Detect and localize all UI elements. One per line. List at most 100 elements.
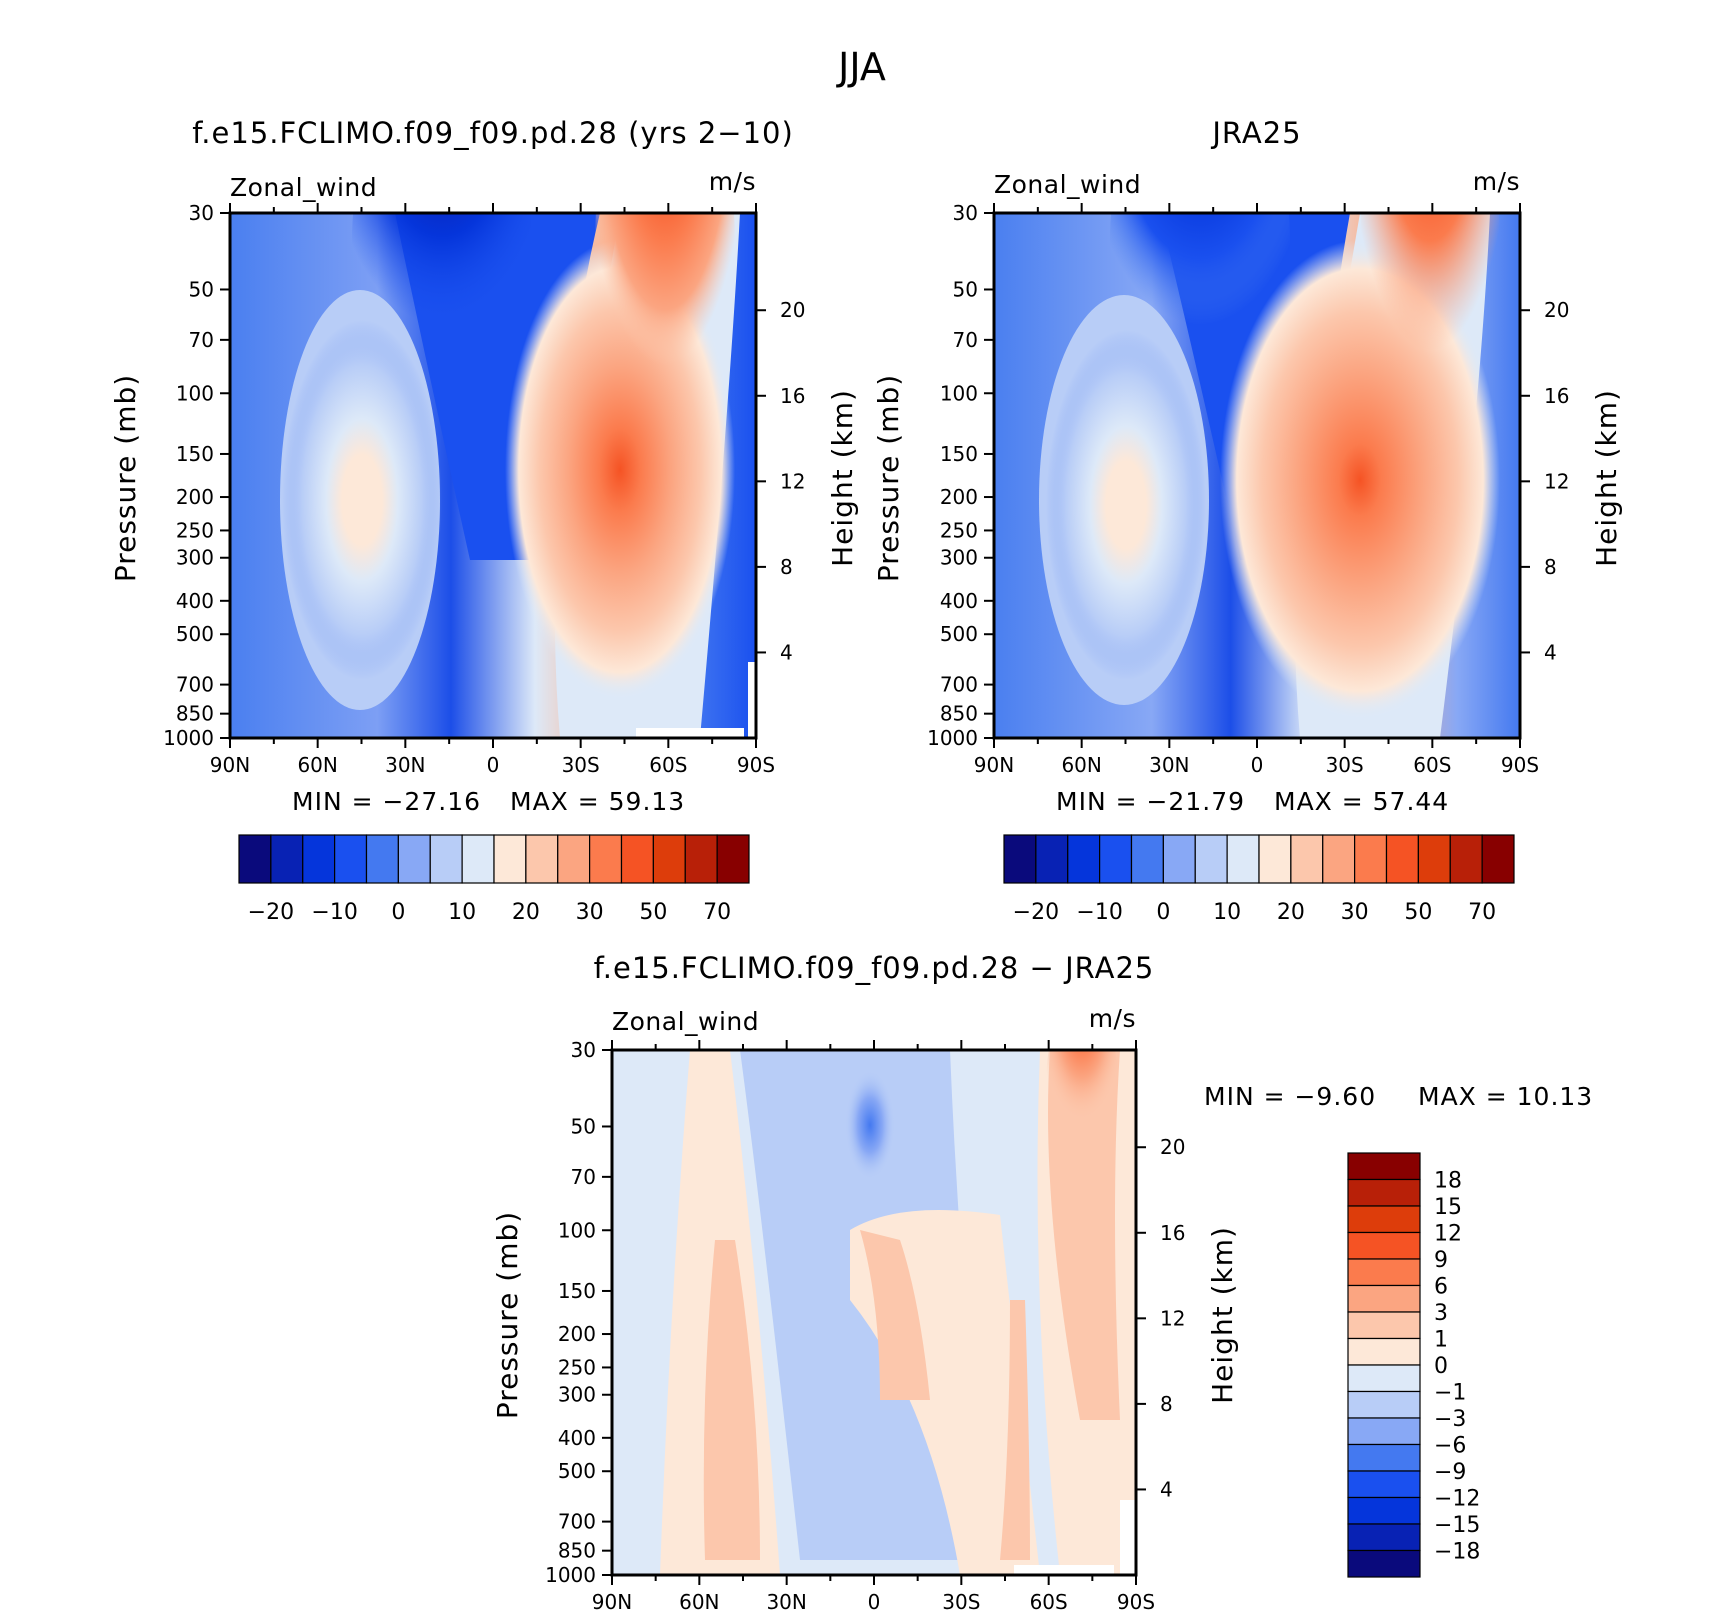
panel-model-ytick-label: 400 (176, 589, 214, 613)
panel-difference-colorbar-label: 15 (1434, 1195, 1462, 1220)
panel-model-ytick-right-label: 16 (780, 384, 805, 408)
panel-reanalysis-ytick-right-label: 12 (1544, 469, 1569, 493)
panel-reanalysis-ytick-label: 500 (940, 622, 978, 646)
panel-model-colorbar-swatch (461, 834, 495, 884)
panel-reanalysis-xtick-label: 90N (974, 753, 1014, 777)
panel-reanalysis-colorbar-swatch (1099, 834, 1133, 884)
panel-difference-colorbar-label: 9 (1434, 1248, 1448, 1273)
panel-model-ytick-label: 70 (189, 328, 214, 352)
panel-reanalysis-ytick-label: 70 (953, 328, 978, 352)
panel-model-colorbar-swatch (238, 834, 272, 884)
panel-reanalysis-field-label: Zonal_wind (994, 170, 1141, 199)
panel-model: f.e15.FCLIMO.f09_f09.pd.28 (yrs 2−10) Zo… (109, 116, 859, 925)
panel-reanalysis-min: MIN = −21.79 (1056, 787, 1245, 816)
panel-difference-colorbar-swatch (1347, 1470, 1421, 1499)
panel-reanalysis-ytick-label: 300 (940, 546, 978, 570)
panel-model-ytick-label: 250 (176, 518, 214, 542)
panel-reanalysis-colorbar-label: −20 (1013, 900, 1059, 925)
panel-model-colorbar-swatch (684, 834, 718, 884)
panel-difference-colorbar-swatch (1347, 1417, 1421, 1446)
panel-difference-xtick-label: 60N (679, 1590, 719, 1611)
panel-model-min: MIN = −27.16 (292, 787, 481, 816)
panel-reanalysis-colorbar-label: 70 (1468, 900, 1496, 925)
panel-model-ylabel: Pressure (mb) (109, 374, 142, 582)
panel-model-colorbar: −20 −10 0 10 20 30 50 70 (238, 834, 750, 925)
panel-model-ytick-label: 1000 (163, 726, 214, 750)
panel-model-ytick-label: 30 (189, 201, 214, 225)
panel-model-ytick-label: 150 (176, 442, 214, 466)
panel-difference-colorbar-swatch (1347, 1258, 1421, 1287)
panel-reanalysis-colorbar-swatch (1258, 834, 1292, 884)
panel-reanalysis-ytick-label: 400 (940, 589, 978, 613)
panel-model-max: MAX = 59.13 (510, 787, 685, 816)
panel-model-ylabel-right: Height (km) (826, 389, 859, 567)
panel-difference-ytick-label: 30 (571, 1038, 596, 1062)
panel-model-colorbar-label: −10 (311, 900, 357, 925)
panel-model-ytick-label: 300 (176, 546, 214, 570)
panel-reanalysis-colorbar-swatch (1067, 834, 1101, 884)
panel-model-colorbar-swatch (302, 834, 336, 884)
panel-model-colorbar-label: 0 (391, 900, 405, 925)
panel-reanalysis-colorbar-swatch (1449, 834, 1483, 884)
panel-reanalysis-xtick-label: 90S (1501, 753, 1539, 777)
panel-reanalysis-colorbar-label: 0 (1156, 900, 1170, 925)
panel-difference-ytick-label: 300 (558, 1383, 596, 1407)
panel-difference-colorbar-swatch (1347, 1496, 1421, 1525)
panel-difference-ytick-right-label: 20 (1160, 1135, 1185, 1159)
panel-reanalysis-colorbar-swatch (1194, 834, 1228, 884)
panel-model-colorbar-label: 30 (576, 900, 604, 925)
panel-model-colorbar-swatch (589, 834, 623, 884)
panel-difference-min: MIN = −9.60 (1204, 1082, 1376, 1111)
panel-model-contours (230, 213, 756, 738)
panel-reanalysis-ytick-label: 150 (940, 442, 978, 466)
panel-model-easterly-core (352, 213, 532, 410)
panel-difference-colorbar-swatch (1347, 1337, 1421, 1366)
panel-model-units: m/s (709, 167, 756, 196)
panel-difference-ytick-right-label: 16 (1160, 1221, 1185, 1245)
panel-reanalysis-colorbar-label: 10 (1213, 900, 1241, 925)
panel-reanalysis-ytick-right-label: 20 (1544, 298, 1569, 322)
panel-reanalysis-colorbar-swatch (1354, 834, 1388, 884)
panel-difference-colorbar-label: −18 (1434, 1540, 1480, 1565)
panel-model-title: f.e15.FCLIMO.f09_f09.pd.28 (yrs 2−10) (192, 116, 794, 150)
panel-model-colorbar-swatch (557, 834, 591, 884)
panel-reanalysis-ytick-label: 50 (953, 277, 978, 301)
panel-difference-colorbar-swatch (1347, 1549, 1421, 1578)
panel-difference-colorbar-swatch (1347, 1178, 1421, 1207)
panel-reanalysis-colorbar-swatch (1226, 834, 1260, 884)
panel-difference-sh-positive (1046, 1050, 1118, 1175)
panel-difference-colorbar-swatch (1347, 1523, 1421, 1552)
panel-reanalysis-ylabel-right: Height (km) (1590, 389, 1623, 567)
panel-reanalysis-ytick-right-label: 8 (1544, 555, 1557, 579)
panel-reanalysis-colorbar-swatch (1322, 834, 1356, 884)
panel-difference-ytick-label: 100 (558, 1218, 596, 1242)
panel-model-colorbar-label: 70 (703, 900, 731, 925)
panel-difference-colorbar-swatch (1347, 1231, 1421, 1260)
panel-model-colorbar-label: −20 (248, 900, 294, 925)
panel-difference-ylabel-right: Height (km) (1206, 1226, 1239, 1404)
panel-model-ytick-right-label: 12 (780, 469, 805, 493)
panel-reanalysis-nh-jet (1046, 330, 1206, 680)
panel-reanalysis-ytick-label: 1000 (927, 726, 978, 750)
panel-difference-ytick-right-label: 4 (1160, 1477, 1173, 1501)
panel-reanalysis-contours (994, 213, 1520, 738)
panel-model-ytick-right-label: 8 (780, 555, 793, 579)
panel-reanalysis-colorbar-swatch (1035, 834, 1069, 884)
panel-model-colorbar-swatch (652, 834, 686, 884)
panel-model-ytick-label: 700 (176, 673, 214, 697)
panel-reanalysis-units: m/s (1473, 167, 1520, 196)
panel-model-xtick-label: 90N (210, 753, 250, 777)
panel-difference-colorbar-label: 1 (1434, 1328, 1448, 1353)
panel-difference-colorbar-label: 18 (1434, 1169, 1462, 1194)
panel-difference-colorbar-label: −12 (1434, 1487, 1480, 1512)
panel-model-ytick-right-label: 4 (780, 640, 793, 664)
panel-difference-colorbar-swatch (1347, 1152, 1421, 1181)
panel-difference-colorbar-swatch (1347, 1443, 1421, 1472)
panel-reanalysis-colorbar-label: 20 (1277, 900, 1305, 925)
panel-reanalysis-ytick-label: 30 (953, 201, 978, 225)
panel-reanalysis-colorbar-swatch (1417, 834, 1451, 884)
panel-difference-colorbar-swatch (1347, 1205, 1421, 1234)
panel-reanalysis-title: JRA25 (1210, 116, 1301, 150)
